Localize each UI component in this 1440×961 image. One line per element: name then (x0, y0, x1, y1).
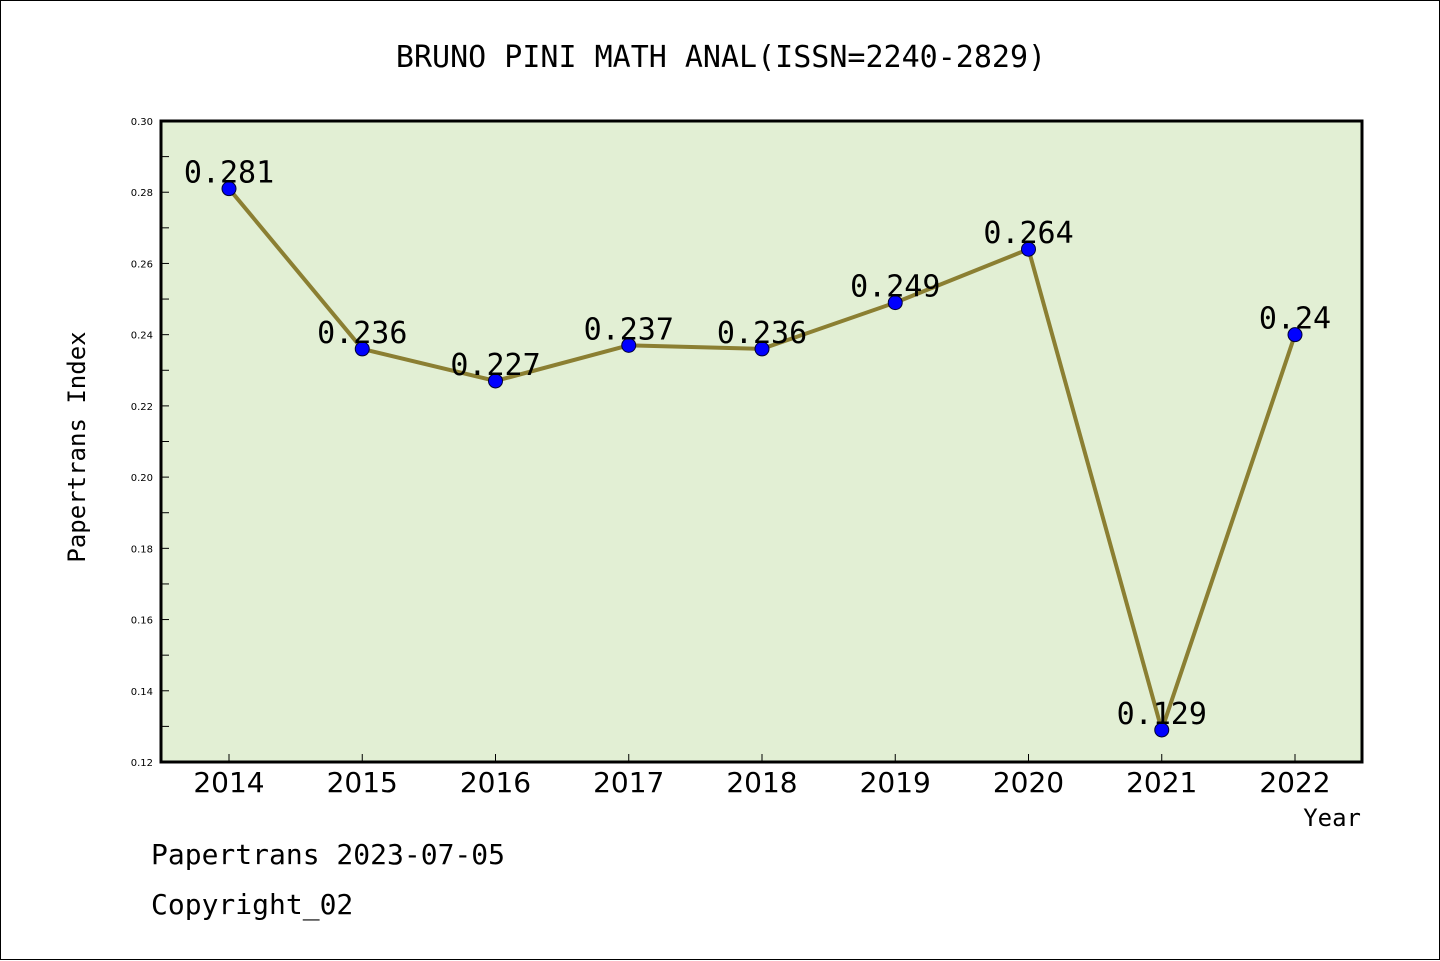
data-label: 0.236 (717, 316, 807, 351)
data-point-marker (1287, 327, 1303, 343)
data-point-marker (887, 295, 903, 311)
footer-copyright: Copyright_02 (151, 888, 353, 922)
data-point-marker (1021, 241, 1036, 257)
y-tick-label: 0.18 (131, 544, 153, 555)
x-tick-label: 2014 (193, 766, 264, 799)
y-axis-ticks: 0.12 0.14 0.16 0.18 0.20 0.22 0.24 0.26 0.28 0.30 (131, 117, 169, 769)
y-tick-label: 0.30 (131, 117, 153, 128)
x-tick-label: 2022 (1259, 766, 1330, 799)
x-tick-label: 2017 (593, 766, 664, 799)
data-point-marker (621, 337, 637, 353)
x-tick-label: 2021 (1126, 766, 1197, 799)
y-tick-label: 0.20 (131, 473, 153, 484)
y-tick-label: 0.28 (131, 188, 153, 199)
data-point-marker (488, 373, 503, 389)
x-axis-label: Year (1303, 804, 1361, 832)
x-tick-label: 2019 (860, 766, 931, 799)
data-label: 0.24 (1259, 302, 1331, 337)
x-tick-label: 2016 (460, 766, 531, 799)
data-point-marker (354, 341, 370, 357)
data-label: 0.237 (584, 312, 674, 347)
y-tick-label: 0.14 (131, 687, 153, 698)
footer-date: Papertrans 2023-07-05 (151, 838, 505, 871)
data-labels-group: 0.281 0.236 0.227 0.237 0.236 0.249 0.264 0.129… (184, 156, 1331, 732)
chart-title: BRUNO PINI MATH ANAL(ISSN=2240-2829) (396, 40, 1046, 75)
y-tick-label: 0.22 (131, 402, 153, 413)
data-point-marker (754, 341, 770, 357)
data-label: 0.281 (184, 156, 274, 191)
y-tick-label: 0.24 (131, 331, 153, 342)
data-label: 0.249 (850, 270, 940, 305)
data-label: 0.227 (450, 348, 540, 383)
y-tick-label: 0.12 (131, 758, 153, 769)
y-tick-label: 0.26 (131, 259, 153, 270)
plot-area (159, 119, 1364, 764)
data-label: 0.264 (983, 216, 1073, 251)
data-label: 0.236 (317, 316, 407, 351)
series-line-group (221, 181, 1303, 738)
y-tick-label: 0.16 (131, 616, 153, 627)
y-axis-label: Papertrans Index (63, 331, 91, 562)
x-tick-label: 2020 (993, 766, 1064, 799)
x-tick-label: 2015 (327, 766, 398, 799)
x-axis-ticks: 2014 2015 2016 2017 2018 2019 2020 2021 2022 (193, 754, 1331, 799)
data-label: 0.129 (1117, 697, 1207, 732)
data-point-marker (221, 181, 237, 197)
data-point-marker (1154, 722, 1170, 738)
x-tick-label: 2018 (726, 766, 797, 799)
